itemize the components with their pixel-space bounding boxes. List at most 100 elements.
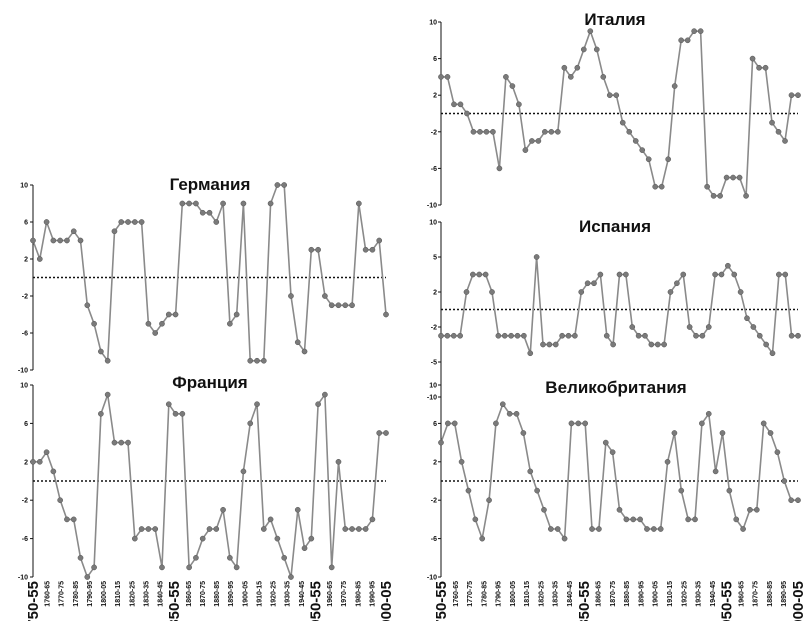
data-point <box>756 332 763 339</box>
data-point <box>179 200 186 207</box>
chart-panel-3: 10 5 2 -2 -5 -10 Испания <box>427 217 801 402</box>
y-tick-label: 10 <box>429 20 437 27</box>
data-point <box>57 497 64 504</box>
data-point <box>559 332 565 339</box>
data-point <box>671 83 678 89</box>
data-point <box>199 535 206 542</box>
data-point <box>514 332 521 339</box>
x-tick-label: 1780-85 <box>73 581 80 607</box>
data-point <box>726 487 733 494</box>
data-point <box>240 200 247 207</box>
data-point <box>667 289 674 295</box>
data-point <box>522 147 529 153</box>
data-point <box>533 254 540 260</box>
data-point <box>220 200 226 207</box>
data-point <box>693 332 699 339</box>
data-point <box>568 420 575 427</box>
data-point <box>705 410 712 417</box>
data-point <box>685 516 692 523</box>
data-point <box>501 332 508 339</box>
data-point <box>470 128 477 135</box>
data-point <box>457 332 463 339</box>
data-point <box>267 200 274 207</box>
data-point <box>444 332 451 339</box>
data-point <box>355 200 362 207</box>
data-point <box>678 487 685 494</box>
x-tick-label: 1890-95 <box>781 581 788 607</box>
data-point <box>369 516 376 523</box>
data-point <box>535 138 542 144</box>
data-point <box>753 506 760 513</box>
data-point <box>567 74 574 80</box>
data-point <box>131 219 138 225</box>
data-point <box>438 332 444 339</box>
data-point <box>520 430 527 436</box>
data-point <box>495 332 502 339</box>
data-point <box>145 526 152 532</box>
data-point <box>77 237 84 244</box>
data-point <box>730 174 736 181</box>
data-point <box>308 535 315 542</box>
data-point <box>369 246 376 253</box>
data-point <box>578 289 585 295</box>
y-tick-label: -2 <box>22 498 28 505</box>
x-tick-label: 1940-45 <box>710 581 717 607</box>
data-point <box>616 271 623 278</box>
data-point <box>740 526 746 532</box>
x-tick-label: 1830-35 <box>144 581 151 607</box>
data-point <box>457 101 464 108</box>
data-point <box>671 430 678 436</box>
data-point <box>767 430 774 436</box>
x-tick-label: 1850-55 <box>576 581 593 621</box>
data-point <box>463 289 470 295</box>
data-point <box>70 228 77 235</box>
data-point <box>769 119 775 126</box>
data-point <box>623 516 630 523</box>
y-tick-label: -2 <box>431 498 437 505</box>
data-point <box>294 339 301 346</box>
data-point <box>717 193 723 199</box>
x-tick-label: 1930-35 <box>696 581 703 607</box>
data-point <box>342 302 349 309</box>
x-tick-label: 1880-85 <box>767 581 774 607</box>
x-tick-label: 1870-75 <box>610 581 617 607</box>
data-point <box>64 237 70 244</box>
chart-title: Великобритания <box>545 378 686 397</box>
data-point <box>527 468 534 475</box>
y-tick-label: 2 <box>433 290 437 297</box>
data-point <box>159 320 165 327</box>
data-point <box>616 506 623 513</box>
data-point <box>247 357 254 364</box>
data-point <box>490 128 496 135</box>
data-point <box>775 128 782 135</box>
y-tick-label: -6 <box>22 536 28 543</box>
data-point <box>639 147 646 153</box>
data-point <box>699 420 705 427</box>
data-point <box>91 564 97 571</box>
data-point <box>476 271 483 278</box>
x-tick-label: 1960-65 <box>327 581 334 607</box>
data-point <box>499 401 506 408</box>
x-tick-label: 1830-35 <box>553 581 560 607</box>
x-tick-label: 1970-75 <box>341 581 348 607</box>
data-point <box>782 271 789 278</box>
data-point <box>227 554 233 561</box>
data-point <box>788 497 794 504</box>
data-point <box>30 458 36 465</box>
data-point <box>315 246 321 253</box>
data-point <box>172 311 179 318</box>
data-point <box>483 128 490 135</box>
data-point <box>650 526 657 532</box>
data-point <box>756 64 762 71</box>
data-point <box>274 182 281 188</box>
data-point <box>464 110 470 117</box>
x-tick-label: 1780-85 <box>481 581 488 607</box>
data-point <box>486 497 492 504</box>
data-point <box>98 348 104 355</box>
data-point <box>294 506 301 513</box>
data-point <box>213 219 220 225</box>
data-point <box>744 315 750 322</box>
data-point <box>781 478 788 484</box>
data-point <box>84 574 91 580</box>
